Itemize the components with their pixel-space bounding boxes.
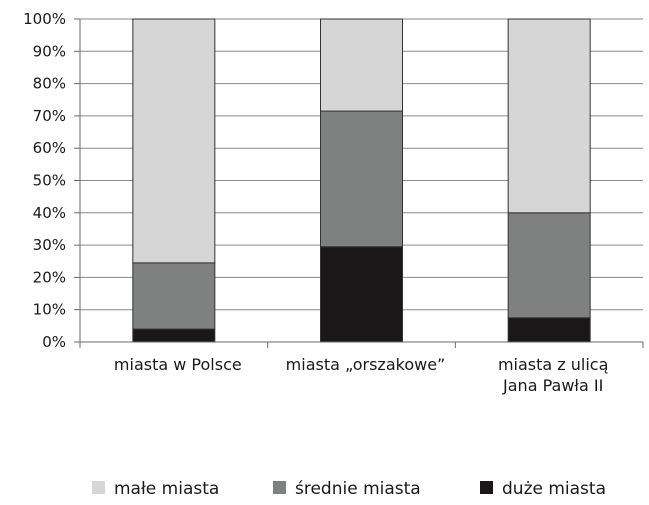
- y-tick-label: 30%: [33, 236, 66, 254]
- y-tick-label: 50%: [33, 172, 66, 190]
- x-category-label: miasta z ulicą: [498, 355, 608, 374]
- bar-segment-3-3: [507, 18, 591, 214]
- y-tick-label: 100%: [23, 10, 66, 28]
- bar-segment-1-2: [132, 262, 216, 330]
- y-tick-label: 70%: [33, 107, 66, 125]
- x-category-label: miasta w Polsce: [114, 355, 242, 374]
- bar-segment-1-1: [132, 328, 216, 343]
- legend-swatch: [480, 481, 493, 494]
- y-tick-label: 90%: [33, 42, 66, 60]
- y-tick-label: 10%: [33, 301, 66, 319]
- y-tick-label: 20%: [33, 268, 66, 286]
- y-tick-label: 40%: [33, 204, 66, 222]
- x-category-label: miasta „orszakowe”: [286, 355, 446, 374]
- y-tick-label: 60%: [33, 139, 66, 157]
- bar-segment-2-2: [320, 110, 403, 248]
- x-category-label: Jana Pawła II: [502, 376, 603, 395]
- x-axis: miasta w Polsce miasta „orszakowe” miasta …: [79, 341, 644, 395]
- y-axis: 0% 10% 20% 30% 40% 50% 60% 70% 80% 90% 100%: [23, 10, 81, 351]
- legend-swatch: [273, 481, 286, 494]
- bars: [132, 18, 591, 343]
- bar-segment-3-1: [507, 317, 591, 343]
- legend-swatch: [92, 481, 105, 494]
- legend-label: duże miasta: [502, 479, 606, 499]
- legend-label: małe miasta: [114, 479, 219, 499]
- bar-segment-2-3: [320, 18, 403, 112]
- legend-label: średnie miasta: [295, 479, 421, 499]
- y-tick-label: 0%: [42, 333, 66, 351]
- bar-segment-1-3: [132, 18, 216, 264]
- y-tick-label: 80%: [33, 75, 66, 93]
- legend: małe miasta średnie miasta duże miasta: [92, 479, 606, 499]
- bar-segment-3-2: [507, 212, 591, 319]
- bar-segment-2-1: [320, 246, 403, 343]
